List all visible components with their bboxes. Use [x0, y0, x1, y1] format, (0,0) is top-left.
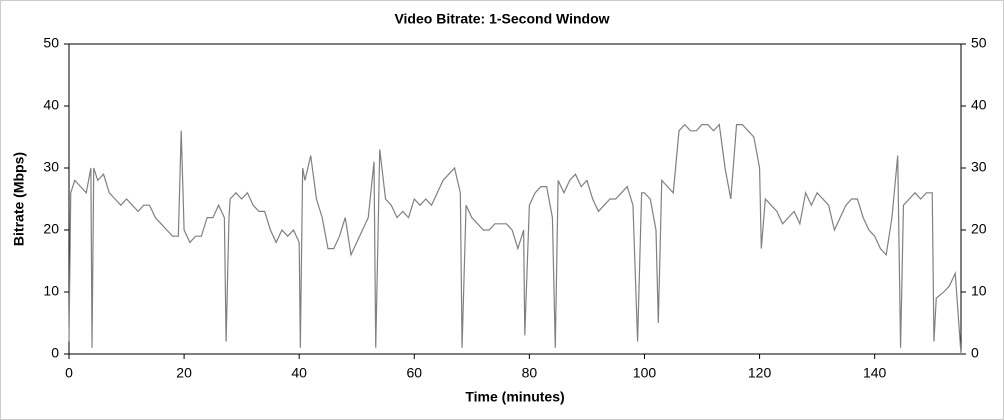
bitrate-line [68, 123, 962, 355]
x-tick-label: 60 [407, 365, 423, 381]
y2-tick-label: 40 [971, 97, 987, 113]
x-tick-label: 40 [291, 365, 307, 381]
x-tick-label: 100 [633, 365, 657, 381]
plot-border [68, 43, 962, 355]
x-tick-label: 20 [176, 365, 192, 381]
x-tick-label: 120 [748, 365, 772, 381]
y-tick-label: 20 [43, 221, 59, 237]
x-tick-label: 80 [522, 365, 538, 381]
y-tick-label: 0 [51, 345, 59, 361]
y-tick-label: 50 [43, 35, 59, 51]
y2-tick-label: 20 [971, 221, 987, 237]
x-tick-label: 140 [863, 365, 887, 381]
x-tick-label: 0 [65, 365, 73, 381]
y-tick-label: 40 [43, 97, 59, 113]
y2-tick-label: 50 [971, 35, 987, 51]
y-axis-label: Bitrate (Mbps) [11, 152, 27, 246]
y2-tick-label: 0 [971, 345, 979, 361]
y2-tick-label: 30 [971, 159, 987, 175]
y-tick-label: 10 [43, 283, 59, 299]
x-axis-label: Time (minutes) [465, 389, 564, 405]
y2-tick-label: 10 [971, 283, 987, 299]
y-tick-label: 30 [43, 159, 59, 175]
chart-title: Video Bitrate: 1-Second Window [394, 11, 609, 27]
